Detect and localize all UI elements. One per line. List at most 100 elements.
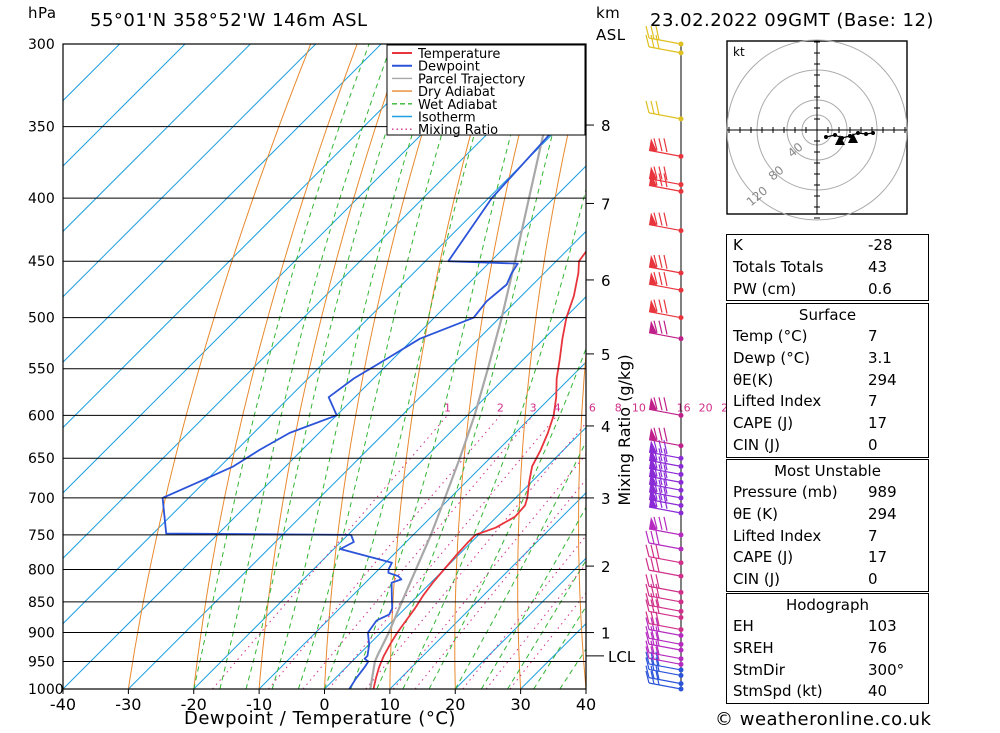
isotherm-line xyxy=(63,44,513,494)
wind-barb-dot xyxy=(678,455,684,461)
wind-barb-feather xyxy=(650,665,655,679)
wind-barb xyxy=(648,299,684,321)
mixing-ratio-line xyxy=(328,414,558,689)
pressure-tick-label: 650 xyxy=(28,451,55,467)
wind-barb-shaft xyxy=(648,506,682,514)
wind-barb-feather xyxy=(658,427,663,441)
most-unstable-row: Pressure (mb) 989 xyxy=(727,482,928,504)
hodograph-row: EH 103 xyxy=(727,616,928,638)
wind-barb-feather xyxy=(653,272,658,285)
surface-rows: Temp (°C) 7 Dewp (°C) 3.1 θE(K) 294 Lifted Ind… xyxy=(727,326,928,457)
x-tick-label: 0 xyxy=(319,695,329,714)
wind-barb-dot xyxy=(678,228,684,234)
wind-barb-dot xyxy=(678,270,684,276)
hodograph-value: 103 xyxy=(868,617,897,635)
wind-barb-feather xyxy=(650,651,655,665)
surface-row: Temp (°C) 7 xyxy=(727,326,928,348)
dry-adiabat-line xyxy=(517,53,586,689)
surface-label: θE(K) xyxy=(733,370,774,389)
site-credit: © weatheronline.co.uk xyxy=(715,709,932,730)
wind-barb-dot xyxy=(678,599,684,605)
pressure-tick-label: 300 xyxy=(28,37,55,53)
surface-label: Lifted Index xyxy=(733,392,822,411)
hodograph-storm-marker xyxy=(835,135,845,145)
wind-barb-pennant xyxy=(649,320,657,334)
wind-barb-feather xyxy=(655,100,660,115)
isotherm-line xyxy=(63,99,586,625)
surface-title: Surface xyxy=(798,306,857,324)
surface-row: θE(K) 294 xyxy=(727,370,928,392)
wind-barb xyxy=(645,574,684,595)
wind-barb-pennant xyxy=(649,254,657,268)
x-tick-label: 30 xyxy=(510,695,530,714)
hodograph-label: EH xyxy=(733,617,754,635)
wind-barb-dot xyxy=(678,153,684,159)
wet-adiabat-line xyxy=(402,187,586,689)
wind-barb-dot xyxy=(678,443,684,449)
wind-barb-dot xyxy=(678,560,684,566)
surface-label: Dewp (°C) xyxy=(733,348,811,367)
wind-barb xyxy=(645,665,684,687)
lcl-label: LCL xyxy=(608,648,636,666)
wet-adiabat-line xyxy=(271,44,442,689)
wind-barb-feather xyxy=(650,100,655,114)
wind-barb-feather xyxy=(645,25,650,39)
wind-barb-feather xyxy=(645,626,650,639)
wind-barb-dot xyxy=(678,656,684,662)
surface-row: Lifted Index 7 xyxy=(727,391,928,413)
x-tick-label: -30 xyxy=(115,695,141,714)
wind-barb-feather xyxy=(645,599,650,612)
wind-barb-pennant xyxy=(649,272,657,286)
most-unstable-value: 294 xyxy=(868,504,897,523)
most-unstable-row: CAPE (J) 17 xyxy=(727,547,928,569)
isotherm-line xyxy=(63,44,447,429)
wind-barb-feather xyxy=(645,631,650,645)
surface-value: 3.1 xyxy=(868,348,892,367)
wind-barb-feather xyxy=(650,557,655,572)
wind-barb-feather xyxy=(645,583,650,597)
hodograph-table: Hodograph EH 103 SREH 76 StmDir 300° StmSpd (k… xyxy=(726,593,929,705)
index-row: Totals Totals 43 xyxy=(727,257,928,279)
pressure-tick-label: 550 xyxy=(28,362,55,378)
wind-barb xyxy=(648,212,684,234)
wind-barb-shaft xyxy=(648,528,682,536)
isotherm-line xyxy=(63,165,586,689)
wind-barb-shaft xyxy=(648,569,682,577)
wind-barb-feather xyxy=(653,166,658,179)
wind-barb-dot xyxy=(678,471,684,477)
wind-barb-dot xyxy=(678,336,684,342)
wind-barb-shaft xyxy=(648,483,682,491)
wind-barb-dot xyxy=(678,627,684,633)
wind-barb-feather xyxy=(645,593,650,606)
mixing-ratio-label: 20 xyxy=(699,401,713,414)
legend-label: Temperature xyxy=(417,47,500,62)
wind-barb-dot xyxy=(678,667,684,673)
surface-table: Surface Temp (°C) 7 Dewp (°C) 3.1 θE(K) 294 Li… xyxy=(726,303,929,458)
mixing-ratio-line xyxy=(212,414,448,689)
wind-barb-pennant xyxy=(649,397,657,411)
isotherm-line xyxy=(63,44,120,102)
wind-barb-feather xyxy=(650,583,655,597)
pressure-tick-label: 400 xyxy=(28,191,55,207)
hodograph-unit: kt xyxy=(733,45,745,59)
isotherm-line xyxy=(258,361,586,689)
wind-barb-shaft xyxy=(648,610,682,619)
wind-barb-feather xyxy=(663,299,668,314)
wet-adiabat-line xyxy=(219,44,393,689)
hodograph-row: SREH 76 xyxy=(727,638,928,660)
most-unstable-row: θE (K) 294 xyxy=(727,504,928,526)
wind-barb-shaft xyxy=(648,283,682,291)
wind-barb xyxy=(645,34,684,56)
surface-value: 17 xyxy=(868,414,888,433)
wind-barb-feather xyxy=(645,657,650,670)
wind-barb-feather xyxy=(645,544,650,557)
isotherm-line xyxy=(454,557,586,689)
isotherm-line xyxy=(63,44,382,363)
height-ref: ASL xyxy=(596,26,626,44)
pressure-tick-label: 800 xyxy=(28,562,55,578)
surface-value: 0 xyxy=(868,435,878,454)
legend-label: Isotherm xyxy=(418,111,476,126)
wind-barb-pennant xyxy=(649,427,657,441)
height-tick-label: 7 xyxy=(601,195,611,213)
